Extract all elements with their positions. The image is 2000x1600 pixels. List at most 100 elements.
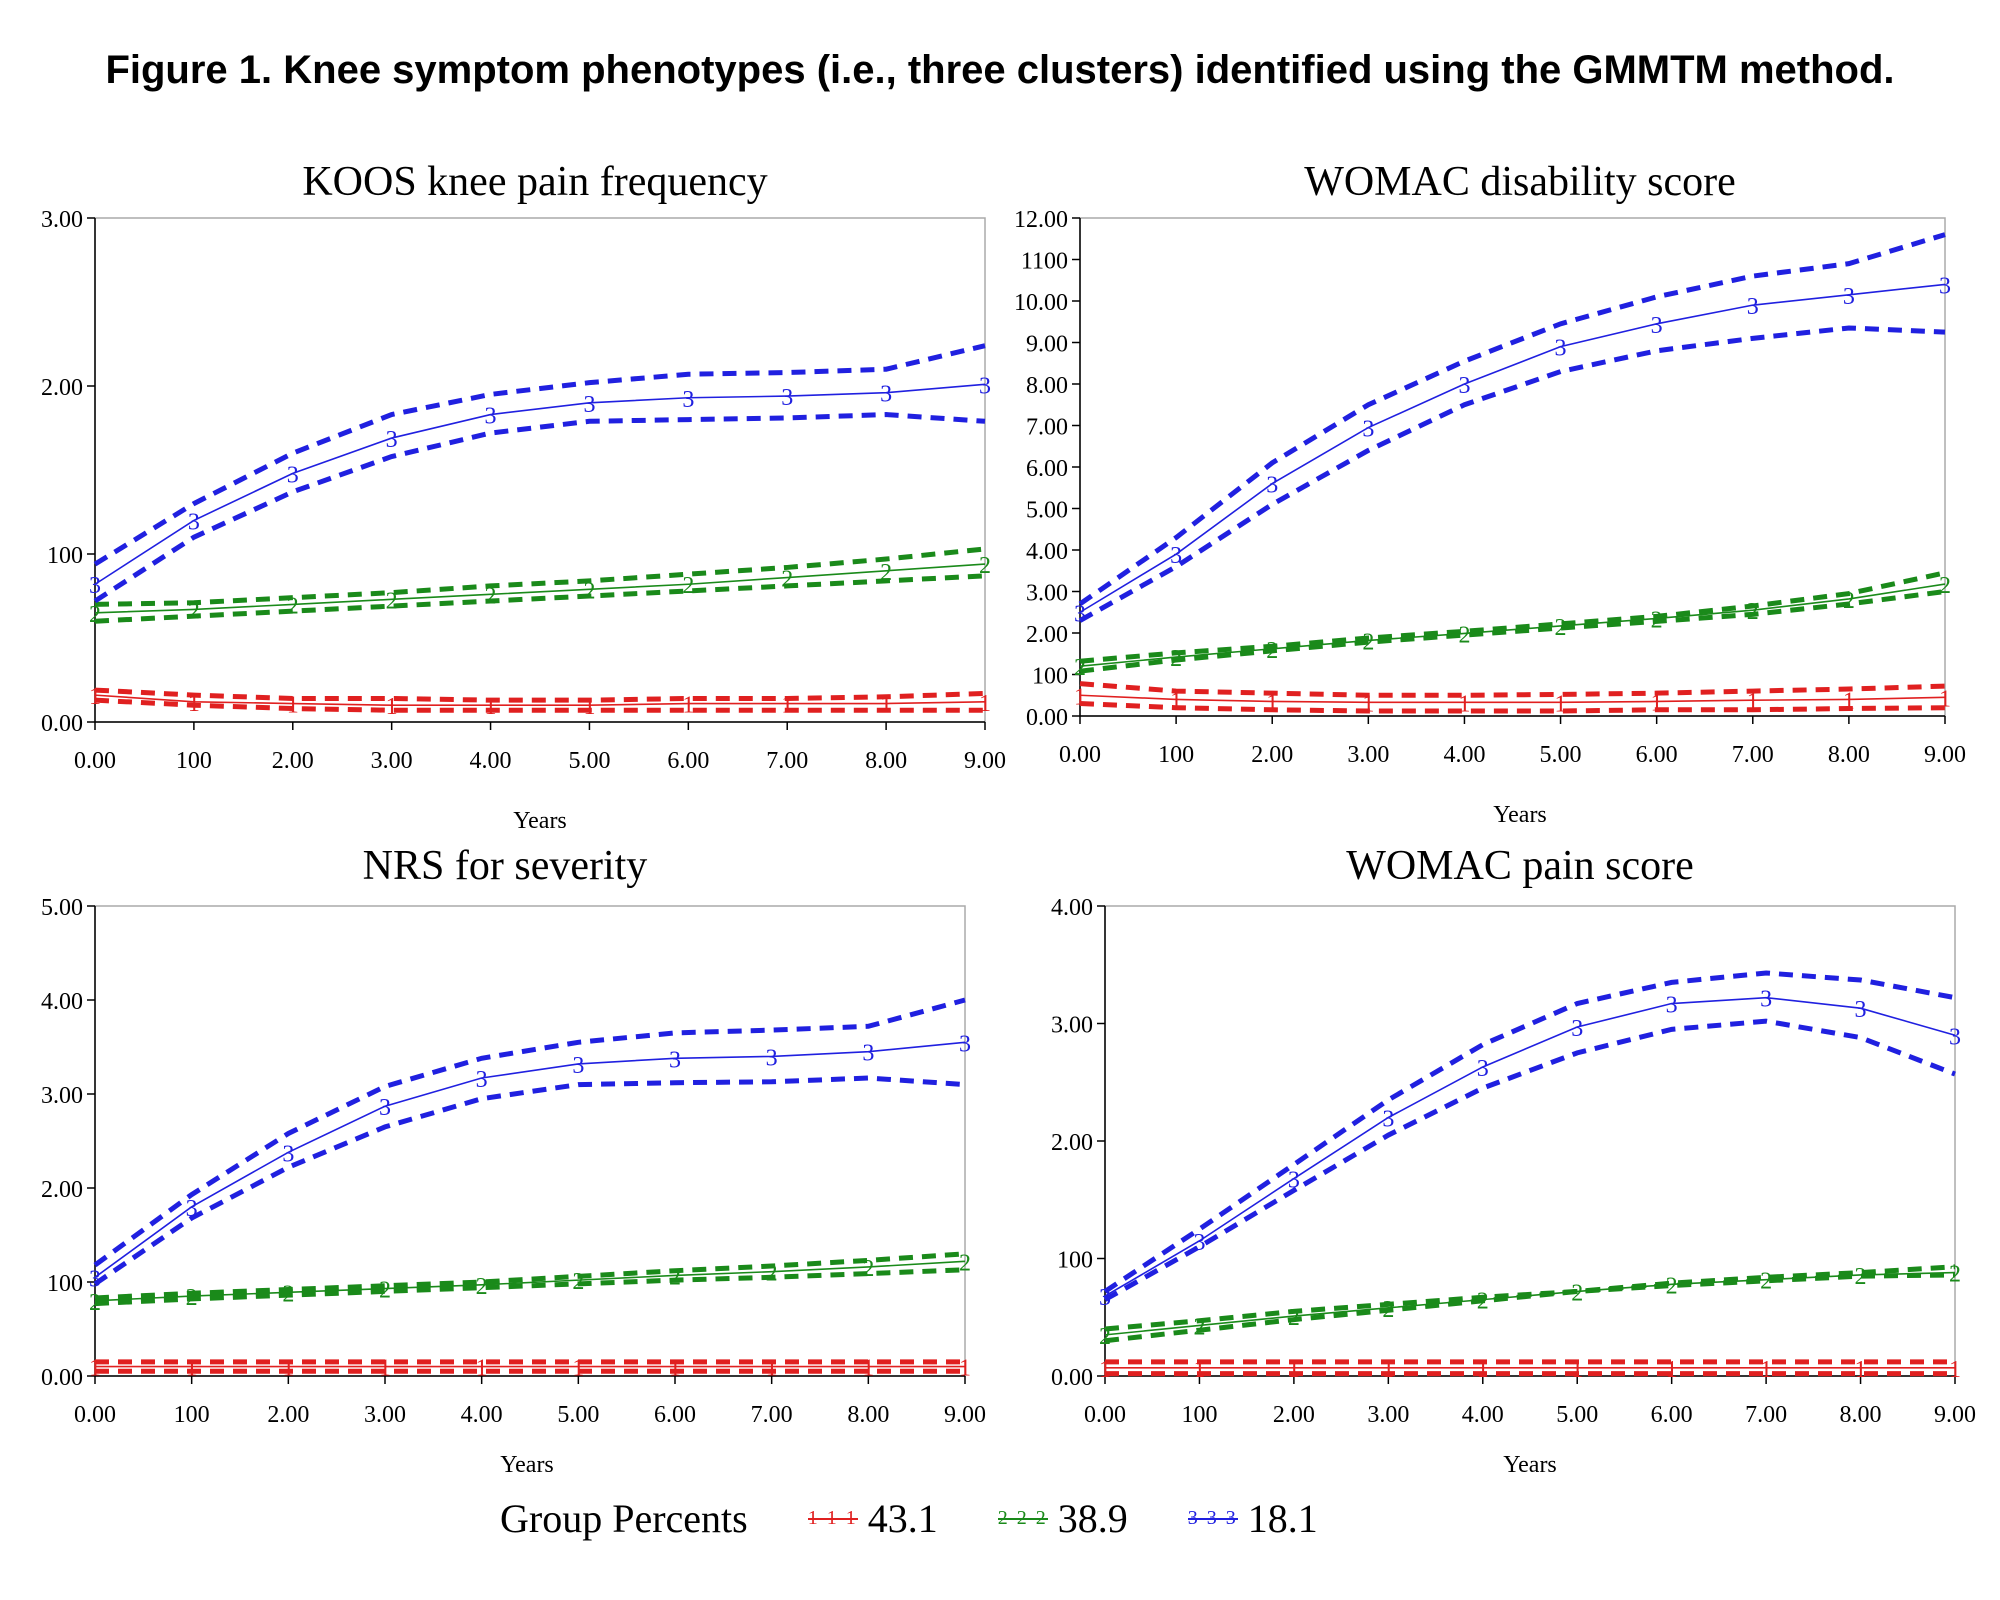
series-1-point: 1 [89, 684, 101, 710]
series-2-line [1104, 1271, 1956, 1336]
series-2-point: 2 [1266, 638, 1278, 664]
series-2-point: 2 [583, 578, 595, 604]
series-3-lower-ci [93, 412, 986, 604]
series-2-point: 2 [386, 588, 398, 614]
y-tick-label: 4.00 [1051, 895, 1093, 921]
series-1-point: 1 [880, 693, 892, 719]
x-tick-label: 3.00 [1347, 742, 1389, 768]
x-tick-label: 4.00 [470, 748, 512, 774]
chart-0: 0.00 100 2.00 3.00 0.00 100 2.00 3.00 4.00 5.00 6.… [41, 207, 1006, 834]
series-1-line [94, 694, 986, 707]
series-3-lower-ci [1103, 1018, 1956, 1302]
series-1-point: 1 [1843, 688, 1855, 714]
series-1-point: 1 [1760, 1357, 1772, 1383]
x-tick-label: 6.00 [1651, 1402, 1693, 1428]
series-2-point: 2 [1855, 1264, 1867, 1290]
series-1-point: 1 [186, 1356, 198, 1382]
series-1-point: 1 [1477, 1357, 1489, 1383]
series-1-point: 1 [476, 1356, 488, 1382]
chart-title-womac-pain: WOMAC pain score [1346, 843, 1694, 889]
series-1-point: 1 [1266, 690, 1278, 716]
legend-sample-group-3: 3 3 3 [1187, 1506, 1238, 1529]
x-tick-label: 4.00 [1462, 1402, 1504, 1428]
x-tick-label: 2.00 [272, 748, 314, 774]
series-2-point: 2 [1571, 1280, 1583, 1306]
plot-frame [94, 217, 986, 723]
x-tick-label: 100 [1158, 742, 1194, 768]
series-3-point: 3 [89, 573, 101, 599]
chart-2: 0.00 100 2.00 3.00 4.00 5.00 0.00 100 2.00 3.00 4.… [41, 895, 986, 1478]
series-2-point: 2 [282, 1281, 294, 1307]
series-1-point: 1 [979, 691, 991, 717]
chart-title-womac-disability: WOMAC disability score [1304, 159, 1736, 205]
series-1-upper-ci [1079, 681, 1946, 698]
series-2-point: 2 [669, 1264, 681, 1290]
series-1-point: 1 [1555, 691, 1567, 717]
x-tick-label: 100 [174, 1402, 210, 1428]
series-3-upper-ci [93, 343, 986, 567]
y-tick-label: 3.00 [1026, 581, 1068, 607]
series-1-point: 1 [862, 1356, 874, 1382]
x-tick-label: 7.00 [751, 1402, 793, 1428]
series-2-point: 2 [1074, 655, 1086, 681]
y-tick-label: 2.00 [1051, 1130, 1093, 1156]
series-3-point: 3 [781, 385, 793, 411]
legend-sample-group-1: 1 1 1 [807, 1506, 858, 1529]
plot-frame [94, 905, 966, 1377]
series-3-point: 3 [979, 373, 991, 399]
y-tick-label: 3.00 [41, 207, 83, 233]
series-3-point: 3 [1760, 987, 1772, 1013]
series-3-point: 3 [1949, 1024, 1961, 1050]
series-2-point: 2 [1477, 1289, 1489, 1315]
series-1-point: 1 [583, 694, 595, 720]
chart-title-koos: KOOS knee pain frequency [302, 159, 768, 205]
series-1-point: 1 [1382, 1357, 1394, 1383]
series-3-point: 3 [1288, 1168, 1300, 1194]
series-1-point: 1 [1362, 691, 1374, 717]
y-tick-label: 100 [47, 1271, 83, 1297]
legend-value-group-2: 38.9 [1057, 1495, 1128, 1541]
series-1-point: 1 [669, 1356, 681, 1382]
series-3-point: 3 [1651, 313, 1663, 339]
x-tick-label: 5.00 [1540, 742, 1582, 768]
series-1-point: 1 [379, 1356, 391, 1382]
y-tick-label: 10.00 [1014, 290, 1068, 316]
x-tick-label: 0.00 [74, 748, 116, 774]
series-3-upper-ci [1078, 232, 1946, 607]
series-2-lower-ci [94, 573, 986, 624]
x-tick-label: 0.00 [1059, 742, 1101, 768]
series-2-point: 2 [572, 1269, 584, 1295]
series-2-point: 2 [1099, 1324, 1111, 1350]
x-tick-label: 5.00 [557, 1402, 599, 1428]
series-2-point: 2 [1193, 1314, 1205, 1340]
x-tick-label: 8.00 [865, 748, 907, 774]
series-1-point: 1 [1949, 1357, 1961, 1383]
series-2-point: 2 [1760, 1269, 1772, 1295]
series-1-point: 1 [1855, 1357, 1867, 1383]
series-3-point: 3 [583, 392, 595, 418]
series-2-point: 2 [880, 560, 892, 586]
series-2-upper-ci [94, 1251, 966, 1301]
series-3-point: 3 [1193, 1230, 1205, 1256]
series-2-point: 2 [1170, 646, 1182, 672]
series-3-point: 3 [682, 387, 694, 413]
series-3-line [1104, 996, 1956, 1297]
y-tick-label: 7.00 [1026, 415, 1068, 441]
series-2-point: 2 [766, 1261, 778, 1287]
x-tick-label: 8.00 [847, 1402, 889, 1428]
legend-item-group-3: 3 3 3 18.1 [1187, 1495, 1318, 1542]
y-tick-label: 2.00 [41, 375, 83, 401]
series-2-point: 2 [1949, 1262, 1961, 1288]
series-2-point: 2 [287, 593, 299, 619]
series-2-point: 2 [1747, 599, 1759, 625]
series-2-upper-ci [94, 546, 986, 607]
legend-value-group-3: 18.1 [1247, 1495, 1318, 1541]
series-1-point: 1 [1651, 690, 1663, 716]
y-tick-label: 0.00 [1051, 1365, 1093, 1391]
x-tick-label: 0.00 [74, 1402, 116, 1428]
y-tick-label: 100 [1057, 1248, 1093, 1274]
legend-item-group-2: 2 2 2 38.9 [997, 1495, 1128, 1542]
series-2-point: 2 [485, 583, 497, 609]
series-2-point: 2 [1651, 607, 1663, 633]
chart-1: 0.00 100 2.00 3.00 4.00 5.00 6.00 7.00 8.00 9.00 1… [1014, 207, 1966, 828]
